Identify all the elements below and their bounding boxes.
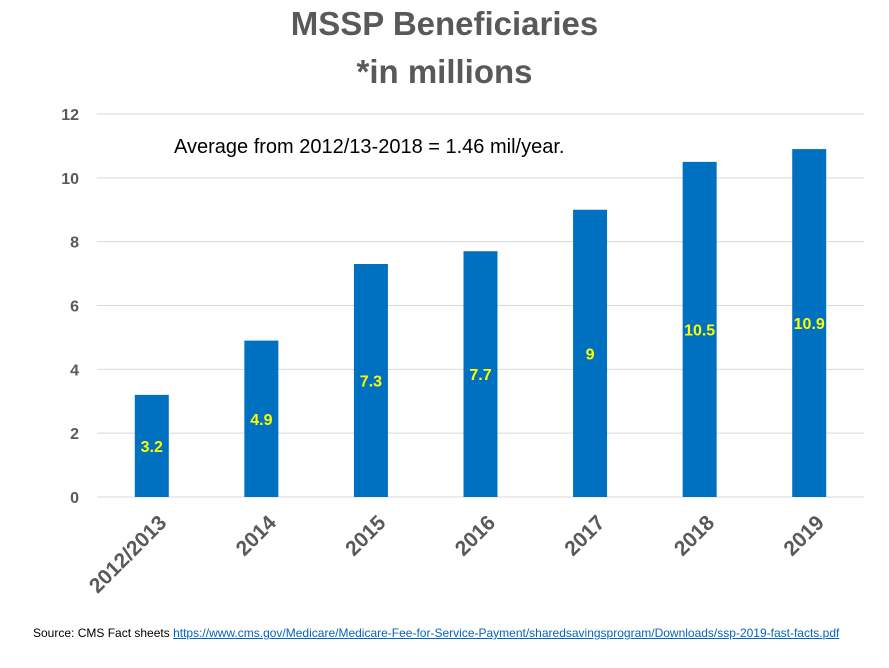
y-tick-label: 10 [61, 171, 79, 188]
y-tick-label: 2 [70, 426, 79, 443]
data-label: 10.5 [684, 322, 715, 339]
bar [134, 394, 169, 497]
bar [682, 161, 717, 497]
chart-subtitle: *in millions [356, 53, 533, 90]
source-link[interactable]: https://www.cms.gov/Medicare/Medicare-Fe… [173, 626, 840, 640]
bar [463, 251, 498, 497]
y-tick-label: 0 [70, 490, 79, 507]
bar [573, 209, 608, 497]
y-tick-label: 12 [61, 107, 79, 124]
x-tick-label: 2016 [451, 511, 500, 560]
x-tick-label: 2012/2013 [85, 511, 171, 597]
y-tick-label: 6 [70, 299, 79, 316]
bar [244, 340, 279, 497]
y-tick-label: 8 [70, 235, 79, 252]
bar [353, 264, 388, 497]
chart-title: MSSP Beneficiaries [290, 5, 599, 42]
x-tick-label: 2019 [779, 511, 828, 560]
bar [792, 149, 827, 497]
source-note: Source: CMS Fact sheets https://www.cms.… [33, 626, 853, 641]
data-label: 7.3 [360, 374, 382, 391]
x-tick-label: 2018 [670, 511, 720, 561]
data-label: 9 [586, 346, 595, 363]
y-tick-label: 4 [70, 362, 79, 379]
x-tick-label: 2017 [560, 511, 609, 560]
data-label: 10.9 [794, 316, 825, 333]
x-tick-label: 2015 [341, 511, 391, 561]
data-label: 4.9 [250, 412, 272, 429]
source-label: Source: CMS Fact sheets [33, 626, 174, 640]
data-label: 7.7 [469, 367, 491, 384]
average-annotation: Average from 2012/13-2018 = 1.46 mil/yea… [174, 136, 564, 158]
data-label: 3.2 [141, 439, 163, 456]
x-tick-label: 2014 [232, 511, 282, 561]
